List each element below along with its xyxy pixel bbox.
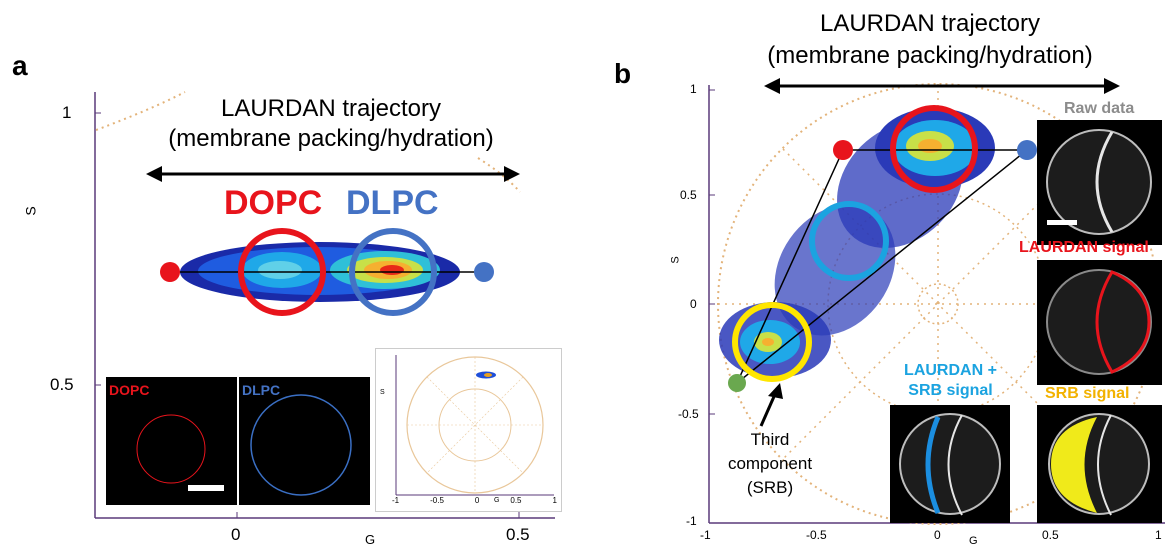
panel-a-inset-phasor: -1 -0.5 0 0.5 1 G S bbox=[375, 348, 562, 512]
panel-a-inset-ylabel: S bbox=[380, 389, 385, 396]
panel-a-blue-endpoint bbox=[474, 262, 494, 282]
panel-a-inset-xtick: 0.5 bbox=[510, 496, 522, 505]
panel-a-dlpc-ring bbox=[349, 228, 437, 316]
panel-a-inset-xtick: 0 bbox=[474, 496, 480, 505]
panel-a-plot bbox=[94, 91, 555, 519]
panel-a-inset-xticks: -1 -0.5 0 0.5 1 bbox=[392, 496, 557, 505]
panel-b-xtick: -0.5 bbox=[806, 528, 827, 542]
panel-b-cyan-ring bbox=[809, 201, 889, 281]
panel-b-plot bbox=[708, 78, 1165, 525]
panel-b-xtick: 1 bbox=[1155, 528, 1162, 542]
panel-a-ylabel: S bbox=[22, 206, 39, 216]
laurdan-srb-line2: SRB signal bbox=[908, 382, 993, 399]
panel-a-dlpc-label: DLPC bbox=[346, 184, 439, 222]
panel-a-xtick-0: 0 bbox=[231, 525, 241, 544]
panel-b-raw-label: Raw data bbox=[1064, 100, 1135, 117]
panel-b-xtick: 0.5 bbox=[1042, 528, 1059, 542]
panel-b-xtick: -1 bbox=[700, 528, 711, 542]
third-line1: Third bbox=[750, 430, 790, 449]
panel-b-xlabel: G bbox=[969, 535, 978, 547]
panel-b-ytick: 1 bbox=[690, 82, 697, 96]
panel-a-red-endpoint bbox=[160, 262, 180, 282]
panel-a-dopc-label: DOPC bbox=[224, 184, 323, 222]
panel-a-ytick-05: 0.5 bbox=[50, 375, 74, 394]
panel-a-title-line1: LAURDAN trajectory bbox=[220, 95, 442, 122]
panel-a-dopc-micrograph: DOPC bbox=[106, 377, 237, 505]
panel-b-third-component-label: Third component (SRB) bbox=[720, 428, 820, 500]
panel-a-label: a bbox=[12, 50, 28, 81]
panel-b-ytick: 0.5 bbox=[680, 188, 697, 202]
panel-b-srb-ring bbox=[732, 302, 812, 382]
panel-a-dopc-micro-label: DOPC bbox=[109, 382, 150, 398]
panel-b-ytick: -1 bbox=[686, 514, 697, 528]
panel-b-laurdan-srb-micrograph bbox=[890, 405, 1010, 523]
panel-b-laurdan-ring bbox=[890, 105, 978, 193]
panel-b-laurdan-micrograph bbox=[1037, 260, 1162, 385]
panel-a-title-line2: (membrane packing/hydration) bbox=[168, 125, 494, 152]
panel-a-dlpc-micro-label: DLPC bbox=[242, 382, 281, 398]
third-line2: component bbox=[727, 454, 813, 473]
panel-b-xtick: 0 bbox=[934, 528, 941, 542]
panel-b-ytick: -0.5 bbox=[678, 407, 699, 421]
panel-b-laurdan-signal-label: LAURDAN signal bbox=[1019, 239, 1149, 256]
panel-b-title-line2: (membrane packing/hydration) bbox=[767, 42, 1093, 69]
panel-a-dlpc-micrograph: DLPC bbox=[239, 377, 370, 505]
panel-b-ylabel: S bbox=[669, 256, 682, 264]
panel-b-third-arrow bbox=[759, 391, 778, 427]
panel-b-srb-signal-label: SRB signal bbox=[1045, 385, 1130, 402]
panel-b-green-endpoint bbox=[728, 374, 746, 392]
panel-a-xlabel: G bbox=[365, 532, 376, 547]
panel-a-dopc-ring bbox=[238, 228, 326, 316]
panel-b-title: LAURDAN trajectory (membrane packing/hyd… bbox=[700, 8, 1160, 72]
panel-b-red-endpoint bbox=[833, 140, 853, 160]
panel-a-ytick-1: 1 bbox=[62, 103, 72, 122]
panel-b-ytick: 0 bbox=[690, 297, 697, 311]
panel-b-scatter-cloud bbox=[719, 108, 995, 378]
panel-a-inset-xlabel: G bbox=[494, 497, 500, 504]
third-line3: (SRB) bbox=[746, 478, 794, 497]
panel-a-title: LAURDAN trajectory (membrane packing/hyd… bbox=[100, 94, 562, 154]
panel-a-inset-xtick: -0.5 bbox=[430, 496, 444, 505]
panel-b-raw-micrograph bbox=[1037, 120, 1162, 245]
panel-a-heatmap-cloud bbox=[180, 242, 460, 302]
panel-a-xtick-05: 0.5 bbox=[506, 525, 530, 544]
panel-b-title-line1: LAURDAN trajectory bbox=[819, 10, 1041, 37]
panel-a-inset-xtick: 1 bbox=[552, 496, 557, 505]
panel-b-laurdan-srb-label: LAURDAN + SRB signal bbox=[888, 361, 1013, 401]
panel-a-inset-xtick: -1 bbox=[392, 496, 400, 505]
panel-b-blue-endpoint bbox=[1017, 140, 1037, 160]
laurdan-srb-line1: LAURDAN + bbox=[904, 362, 997, 379]
panel-b-label: b bbox=[614, 58, 632, 89]
panel-b-srb-micrograph bbox=[1037, 405, 1162, 523]
panel-b-triangle bbox=[736, 149, 1028, 384]
